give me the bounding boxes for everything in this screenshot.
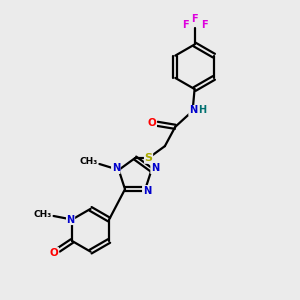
Text: N: N bbox=[143, 186, 151, 196]
Text: F: F bbox=[182, 20, 188, 30]
Text: N: N bbox=[189, 106, 197, 116]
Text: H: H bbox=[199, 106, 207, 116]
Text: F: F bbox=[201, 20, 207, 30]
Text: N: N bbox=[151, 164, 159, 173]
Text: F: F bbox=[191, 14, 198, 24]
Text: N: N bbox=[112, 164, 120, 173]
Text: H: H bbox=[199, 106, 207, 116]
Text: N: N bbox=[143, 186, 151, 196]
Text: S: S bbox=[145, 153, 152, 163]
Text: N: N bbox=[189, 106, 197, 116]
Text: CH₃: CH₃ bbox=[80, 157, 98, 166]
Text: N: N bbox=[112, 164, 120, 173]
Text: N: N bbox=[67, 214, 75, 224]
Text: S: S bbox=[145, 153, 152, 163]
Text: F: F bbox=[182, 20, 188, 30]
Text: N: N bbox=[151, 164, 159, 173]
Text: F: F bbox=[191, 14, 198, 24]
Text: CH₃: CH₃ bbox=[34, 210, 52, 219]
Text: O: O bbox=[148, 118, 157, 128]
Text: O: O bbox=[148, 118, 157, 128]
Text: O: O bbox=[50, 248, 58, 258]
Text: O: O bbox=[50, 248, 58, 258]
Text: N: N bbox=[67, 214, 75, 224]
Text: F: F bbox=[201, 20, 207, 30]
